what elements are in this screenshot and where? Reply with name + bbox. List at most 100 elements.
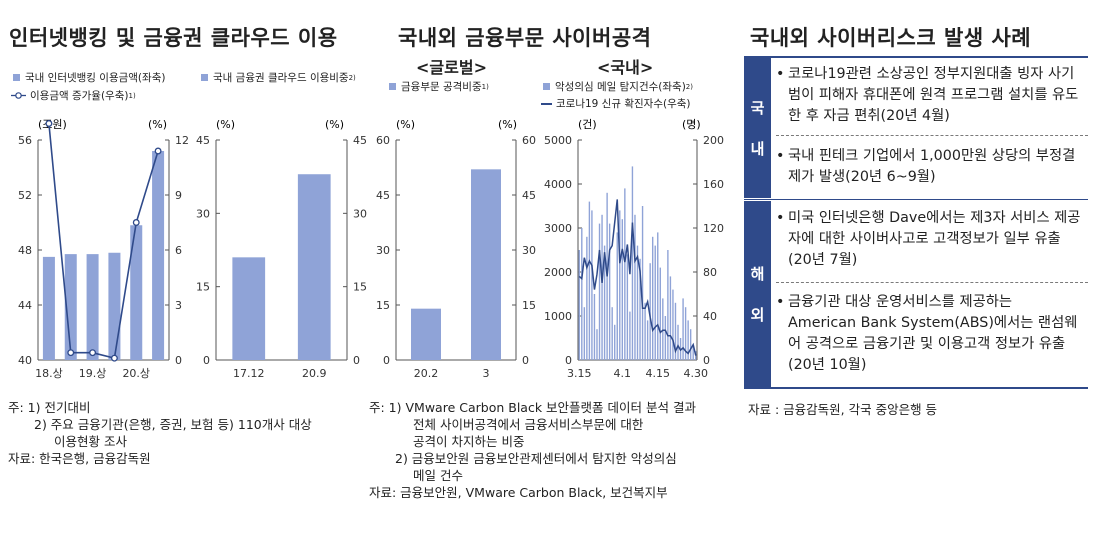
cases-table: 국 내 해 외 • 코로나19관련 소상공인 정부지원대출 빙자 사기범이 피해… — [744, 56, 1088, 389]
y-tick-label: 1000 — [544, 310, 572, 323]
y-tick-label: 30 — [522, 244, 536, 257]
chart-global-attack-share: (%) (%) 0 15 30 45 60 0 15 30 45 60 20.2 3 — [376, 118, 536, 380]
bullet: • — [776, 148, 785, 164]
bar — [611, 307, 613, 360]
subtitle-domestic: <국내> — [597, 58, 654, 77]
bar — [624, 188, 626, 360]
y-tick-label: 45 — [196, 134, 210, 147]
y-tick-label: 9 — [175, 189, 182, 202]
y-tick-label: 3 — [175, 299, 182, 312]
left-axis-unit: (건) — [578, 118, 597, 131]
bar — [608, 223, 611, 360]
case-text: 국내 핀테크 기업에서 1,000만원 상당의 부정결제가 발생(20년 6~9… — [788, 148, 1076, 185]
bar — [636, 245, 639, 360]
bar — [586, 236, 588, 360]
y-tick-label: 6 — [175, 244, 182, 257]
y-tick-label: 45 — [353, 134, 367, 147]
category-label: 국 — [750, 99, 765, 117]
bar — [664, 316, 667, 360]
bar — [578, 250, 580, 360]
bar — [659, 267, 661, 360]
middle-charts-svg: (%) (%) 0 15 30 45 60 0 15 30 45 60 20.2 3 (건) (명) … — [376, 118, 724, 380]
bar — [649, 263, 651, 360]
x-tick-label: 20.상 — [122, 367, 150, 380]
y-tick-label: 0 — [565, 354, 572, 367]
bar — [130, 225, 143, 360]
y-tick-label: 15 — [376, 299, 390, 312]
note-line: 메일 건수 — [413, 468, 463, 483]
bar — [689, 329, 692, 360]
bar — [669, 276, 672, 360]
y-tick-label: 40 — [18, 354, 32, 367]
y-tick-label: 4000 — [544, 178, 572, 191]
note-line: 공격이 차지하는 비중 — [413, 434, 525, 449]
x-tick-label: 4.30 — [683, 367, 708, 380]
data-point — [132, 219, 140, 226]
y-tick-label: 0 — [522, 354, 529, 367]
bar — [641, 206, 644, 360]
data-point — [89, 349, 97, 357]
left-notes: 주: 1) 전기대비 2) 주요 금융기관(은행, 증권, 보험 등) 110개… — [8, 399, 312, 467]
legend-attack-share: 금융부문 공격비중 1) — [389, 79, 489, 94]
bar — [596, 329, 598, 360]
legend-label: 코로나19 신규 확진자수(우축) — [556, 98, 691, 110]
case-item: • 미국 인터넷은행 Dave에서는 제3자 서비스 제공자에 대한 사이버사고… — [776, 208, 1084, 271]
case-text: 미국 인터넷은행 Dave에서는 제3자 서비스 제공자에 대한 사이버사고로 … — [788, 210, 1081, 268]
legend-covid-cases: 코로나19 신규 확진자수(우축) — [541, 96, 691, 111]
case-text: 코로나19관련 소상공인 정부지원대출 빙자 사기범이 피해자 휴대폰에 원격 … — [788, 66, 1079, 124]
right-source: 자료 : 금융감독원, 각국 중앙은행 등 — [748, 402, 938, 417]
category-label: 외 — [750, 306, 765, 324]
y-tick-label: 200 — [703, 134, 724, 147]
right-axis-unit: (%) — [498, 118, 517, 131]
x-tick-label: 19.상 — [79, 367, 107, 380]
bar — [297, 174, 331, 360]
bar — [646, 320, 649, 360]
legend-label: 국내 인터넷뱅킹 이용금액(좌축) — [25, 72, 166, 84]
data-point — [154, 147, 162, 155]
x-tick-label: 17.12 — [233, 367, 265, 380]
x-tick-label: 20.9 — [302, 367, 327, 380]
x-tick-label: 18.상 — [35, 367, 63, 380]
middle-notes: 주: 1) VMware Carbon Black 보안플랫폼 데이터 분석 결… — [369, 399, 696, 501]
left-panel-title: 인터넷뱅킹 및 금융권 클라우드 이용 — [9, 26, 338, 50]
note-line: 자료: 금융보안원, VMware Carbon Black, 보건복지부 — [369, 485, 668, 500]
y-tick-label: 30 — [196, 207, 210, 220]
bar — [86, 254, 99, 360]
category-overseas: 해 외 — [744, 201, 771, 387]
y-tick-label: 56 — [18, 134, 32, 147]
left-axis-unit: (조원) — [38, 118, 67, 131]
case-item: • 코로나19관련 소상공인 정부지원대출 빙자 사기범이 피해자 휴대폰에 원… — [776, 64, 1084, 127]
footnote-marker: 1) — [481, 82, 489, 91]
y-tick-label: 44 — [18, 299, 32, 312]
data-point — [67, 349, 75, 357]
bar — [601, 214, 603, 360]
x-tick-label: 3.15 — [567, 367, 592, 380]
bar — [626, 254, 629, 360]
left-axis-unit: (%) — [396, 118, 415, 131]
bar — [677, 324, 679, 360]
y-tick-label: 45 — [522, 189, 536, 202]
bar — [411, 308, 441, 360]
note-line: 주: 1) VMware Carbon Black 보안플랫폼 데이터 분석 결… — [369, 400, 696, 415]
bar — [634, 214, 636, 360]
footnote-marker: 2) — [348, 73, 356, 82]
y-tick-label: 120 — [703, 222, 724, 235]
legend-internet-banking-amount: 국내 인터넷뱅킹 이용금액(좌축) — [13, 70, 165, 85]
y-tick-label: 80 — [703, 266, 717, 279]
legend-cloud-share: 국내 금융권 클라우드 이용비중 2) — [201, 70, 356, 85]
y-tick-label: 12 — [175, 134, 189, 147]
y-tick-label: 5000 — [544, 134, 572, 147]
y-tick-label: 0 — [703, 354, 710, 367]
bar — [662, 298, 664, 360]
bar — [667, 250, 669, 360]
right-axis-unit: (명) — [682, 118, 701, 131]
bullet: • — [776, 294, 785, 310]
bullet: • — [776, 210, 785, 226]
bar — [631, 166, 634, 360]
y-tick-label: 30 — [353, 207, 367, 220]
bar — [581, 228, 583, 360]
legend-swatch-bar — [13, 74, 20, 81]
legend-label: 악성의심 메일 탐지건수(좌축) — [555, 81, 686, 93]
case-item: • 국내 핀테크 기업에서 1,000만원 상당의 부정결제가 발생(20년 6… — [776, 146, 1084, 188]
bar — [614, 324, 616, 360]
